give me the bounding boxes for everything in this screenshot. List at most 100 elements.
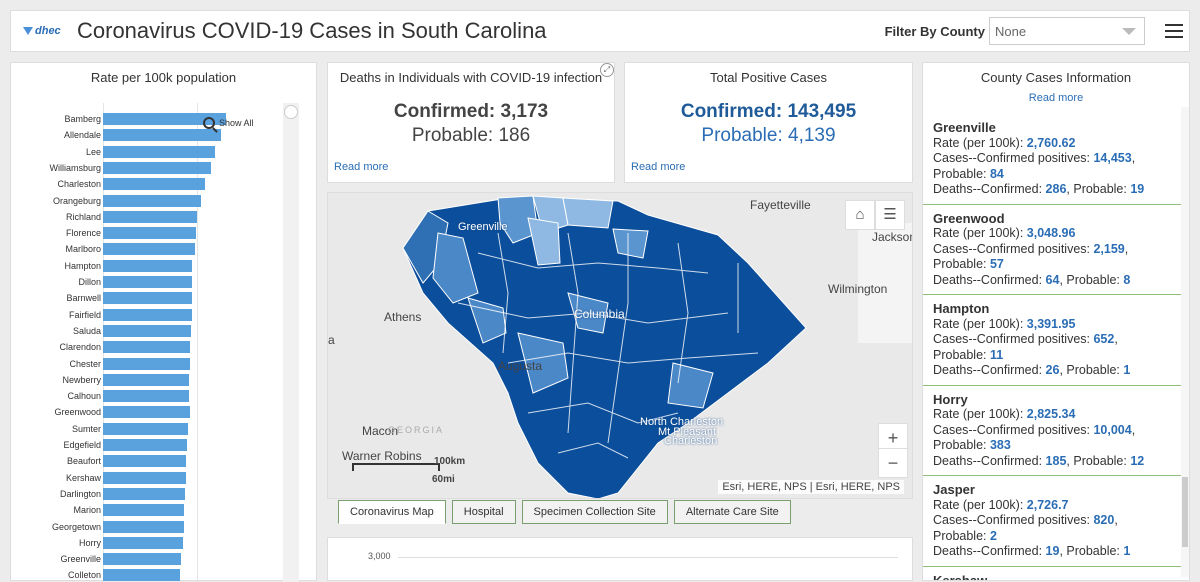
bar[interactable]: [103, 292, 192, 305]
bar-label: Hampton: [64, 260, 101, 271]
bar[interactable]: [103, 161, 211, 174]
bar-row[interactable]: Horry: [11, 535, 301, 551]
bar-row[interactable]: Charleston: [11, 176, 301, 192]
bar-row[interactable]: Bamberg: [11, 111, 301, 127]
bar-row[interactable]: Clarendon: [11, 339, 301, 355]
list-item[interactable]: Greenville Rate (per 100k): 2,760.62 Cases…: [923, 114, 1189, 205]
bar-row[interactable]: Newberry: [11, 372, 301, 388]
bar[interactable]: [103, 145, 215, 158]
bar-row[interactable]: Barnwell: [11, 290, 301, 306]
expand-icon[interactable]: ⤢: [600, 63, 614, 77]
bar[interactable]: [103, 178, 206, 191]
bar[interactable]: [103, 520, 184, 533]
tab-alternate-care-site[interactable]: Alternate Care Site: [673, 500, 791, 524]
scroll-handle-icon[interactable]: [284, 105, 298, 119]
bar[interactable]: [103, 390, 189, 403]
positive-cases-panel: Total Positive Cases Confirmed: 143,495 …: [624, 62, 913, 183]
deaths-confirmed: Confirmed: 3,173: [393, 101, 549, 122]
bar-row[interactable]: Williamsburg: [11, 160, 301, 176]
bar-row[interactable]: Sumter: [11, 421, 301, 437]
bar[interactable]: [103, 553, 182, 566]
bar-row[interactable]: Calhoun: [11, 388, 301, 404]
bar[interactable]: [103, 487, 186, 500]
list-item[interactable]: Kershaw: [923, 567, 1189, 581]
bar[interactable]: [103, 113, 226, 125]
bar[interactable]: [103, 422, 189, 435]
bar[interactable]: [103, 504, 185, 517]
bar[interactable]: [103, 569, 180, 582]
menu-icon[interactable]: [1165, 24, 1183, 38]
county-read-more-link[interactable]: Read more: [1028, 92, 1084, 104]
list-item[interactable]: Jasper Rate (per 100k): 2,726.7 Cases--Con…: [923, 476, 1189, 567]
tab-coronavirus-map[interactable]: Coronavirus Map: [338, 500, 446, 524]
chart-scrollbar[interactable]: [283, 103, 299, 582]
bar[interactable]: [103, 259, 193, 272]
bar[interactable]: [103, 129, 221, 142]
bar-row[interactable]: Dillon: [11, 274, 301, 290]
show-all-button[interactable]: Show All: [203, 117, 254, 129]
bar[interactable]: [103, 536, 184, 549]
map-label-mt-pleasant: Mt Pleasant: [658, 426, 717, 438]
dhec-logo[interactable]: dhec: [23, 25, 63, 37]
bar-row[interactable]: Richland: [11, 209, 301, 225]
county-deaths: Deaths--Confirmed: 26, Probable: 1: [933, 363, 1131, 377]
bar[interactable]: [103, 471, 186, 484]
bar[interactable]: [103, 308, 192, 321]
map-label-warner-robins: Warner Robins: [342, 449, 422, 463]
bar-row[interactable]: Beaufort: [11, 453, 301, 469]
bar-row[interactable]: Hampton: [11, 258, 301, 274]
bar-row[interactable]: Edgefield: [11, 437, 301, 453]
county-filter-select[interactable]: None: [989, 17, 1145, 45]
bar-row[interactable]: Greenwood: [11, 404, 301, 420]
list-item[interactable]: Hampton Rate (per 100k): 3,391.95 Cases--C…: [923, 295, 1189, 386]
bar[interactable]: [103, 341, 190, 354]
bar-row[interactable]: Colleton: [11, 567, 301, 582]
bar-row[interactable]: Marion: [11, 502, 301, 518]
bar-row[interactable]: Georgetown: [11, 519, 301, 535]
bar-row[interactable]: Florence: [11, 225, 301, 241]
bar-row[interactable]: Allendale: [11, 127, 301, 143]
county-rate: Rate (per 100k): 3,048.96: [933, 226, 1076, 240]
map-label-charleston: Charleston: [664, 435, 718, 447]
bar[interactable]: [103, 243, 195, 256]
bar[interactable]: [103, 227, 197, 240]
bar[interactable]: [103, 373, 190, 386]
positive-read-more-link[interactable]: Read more: [631, 161, 686, 173]
bar-row[interactable]: Darlington: [11, 486, 301, 502]
list-item[interactable]: Horry Rate (per 100k): 2,825.34 Cases--Con…: [923, 386, 1189, 476]
bar-row[interactable]: Kershaw: [11, 470, 301, 486]
bar-label: Greenwood: [54, 407, 101, 418]
bar[interactable]: [103, 276, 193, 288]
bar-row[interactable]: Marlboro: [11, 241, 301, 257]
tab-specimen-collection-site[interactable]: Specimen Collection Site: [521, 500, 668, 524]
bar[interactable]: [103, 357, 190, 370]
scroll-thumb[interactable]: [1182, 477, 1188, 547]
bar[interactable]: [103, 194, 201, 207]
zoom-out-button[interactable]: −: [878, 448, 908, 478]
covid-map[interactable]: Fayetteville Jackson Greenville Wilmingt…: [327, 192, 913, 499]
bar-row[interactable]: Orangeburg: [11, 193, 301, 209]
map-label-fayetteville: Fayetteville: [750, 198, 811, 212]
bar[interactable]: [103, 406, 190, 419]
bar-row[interactable]: Saluda: [11, 323, 301, 339]
bar-row[interactable]: Greenville: [11, 551, 301, 567]
county-scrollbar[interactable]: [1181, 107, 1189, 577]
list-item[interactable]: Greenwood Rate (per 100k): 3,048.96 Cases-…: [923, 205, 1189, 295]
deaths-read-more-link[interactable]: Read more: [334, 161, 389, 173]
bar-row[interactable]: Lee: [11, 144, 301, 160]
bar[interactable]: [103, 439, 187, 451]
tab-hospital[interactable]: Hospital: [451, 500, 516, 524]
sc-county-map[interactable]: [328, 193, 913, 499]
deaths-title: Deaths in Individuals with COVID-19 infe…: [339, 70, 603, 85]
bar[interactable]: [103, 324, 191, 337]
county-info-title: County Cases Information: [980, 70, 1132, 85]
layer-list-icon[interactable]: ☰: [875, 200, 905, 230]
county-name: Jasper: [933, 482, 975, 497]
bar[interactable]: [103, 455, 187, 468]
bar-label: Edgefield: [63, 440, 101, 450]
county-cases: Cases--Confirmed positives: 14,453,: [933, 151, 1136, 165]
bar-row[interactable]: Fairfield: [11, 307, 301, 323]
bar[interactable]: [103, 210, 198, 223]
home-icon[interactable]: ⌂: [845, 200, 875, 230]
bar-row[interactable]: Chester: [11, 356, 301, 372]
